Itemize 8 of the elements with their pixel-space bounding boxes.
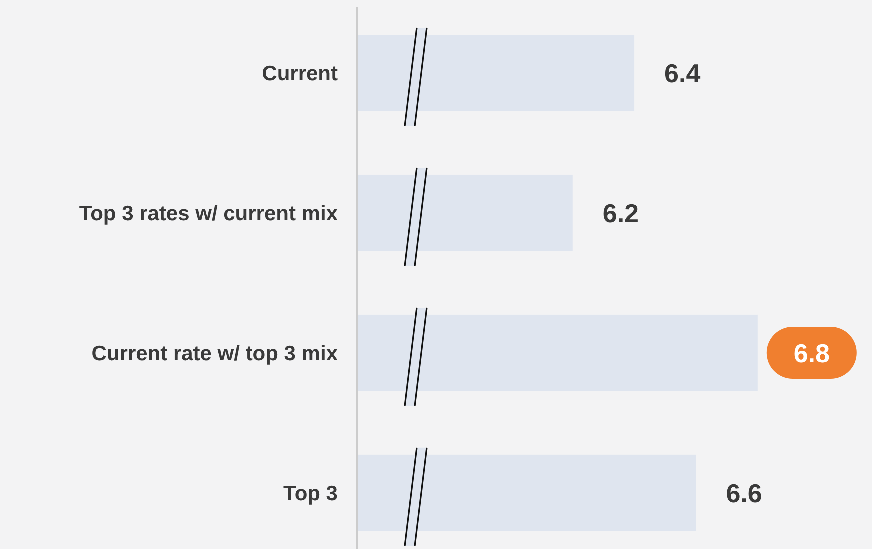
data-label: 6.2 xyxy=(602,198,640,228)
y-tick-label: Current rate w/ top 3 mix xyxy=(92,342,338,366)
y-tick-label: Top 3 xyxy=(284,482,338,506)
y-tick-label: Top 3 rates w/ current mix xyxy=(79,202,338,226)
data-label: 6.4 xyxy=(664,58,702,88)
data-label: 6.6 xyxy=(726,478,762,508)
data-label: 6.8 xyxy=(794,338,830,368)
y-tick-label: Current xyxy=(262,62,338,86)
